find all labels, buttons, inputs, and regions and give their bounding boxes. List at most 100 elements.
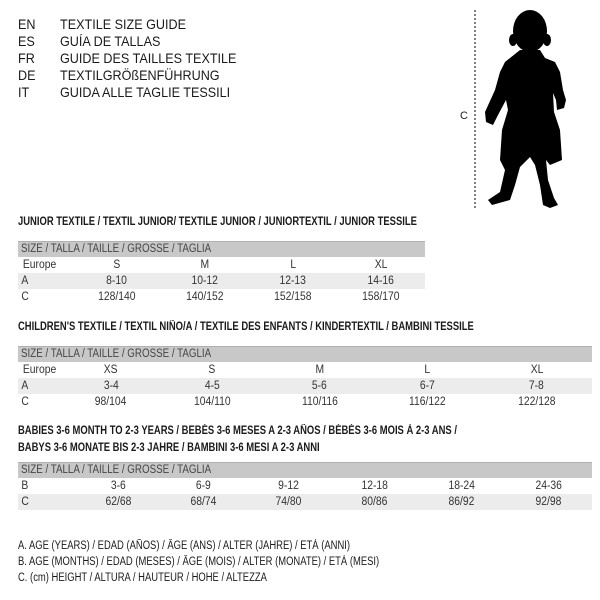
junior-size-table: SIZE / TALLA / TAILLE / GRÖSSE / TAGLIA …: [18, 241, 425, 305]
table-cell: 158/170: [337, 289, 425, 305]
lang-row: EN TEXTILE SIZE GUIDE: [18, 16, 256, 33]
cell-text: 3-6: [111, 479, 126, 492]
cell-text: 158/170: [362, 290, 400, 303]
table-cell: C: [18, 493, 76, 510]
table-cell: 14-16: [336, 272, 425, 289]
lang-code: ES: [18, 33, 35, 49]
cell-text: 68/74: [190, 495, 217, 508]
table-row: Europe S M L XL: [18, 257, 425, 273]
table-cell: 92/98: [505, 493, 592, 510]
cell-text: C: [21, 395, 29, 408]
table-cell: 5-6: [266, 377, 373, 394]
cell-text: Europe: [22, 363, 57, 376]
children-size-table: SIZE / TALLA / TAILLE / GRÖSSE / TAGLIA …: [18, 346, 592, 410]
table-cell: 110/116: [266, 394, 372, 410]
cell-text: XS: [103, 363, 118, 376]
cell-text: 12-13: [279, 274, 307, 287]
table-cell: S: [158, 362, 267, 378]
language-titles: EN TEXTILE SIZE GUIDE ES GUÍA DE TALLAS FR…: [18, 16, 256, 101]
cell-text: 128/140: [98, 290, 136, 303]
table-row: A 3-4 4-5 5-6 6-7 7-8: [18, 377, 592, 394]
table-cell: A: [18, 272, 73, 289]
cell-text: 122/128: [517, 395, 556, 408]
lang-code: DE: [18, 67, 36, 83]
cell-text: 24-36: [535, 479, 562, 492]
lang-code: FR: [18, 50, 35, 66]
table-cell: 104/110: [158, 394, 267, 410]
table-cell: 62/68: [76, 493, 162, 510]
legend: A. AGE (YEARS) / EDAD (AÑOS) / ÂGE (ANS)…: [18, 538, 458, 586]
legend-item: A. AGE (YEARS) / EDAD (AÑOS) / ÂGE (ANS)…: [18, 540, 351, 552]
table-cell: 80/86: [331, 493, 419, 510]
junior-title: JUNIOR TEXTILE / TEXTIL JUNIOR/ TEXTILE …: [18, 216, 417, 228]
lang-row: FR GUIDE DES TAILLES TEXTILE: [18, 50, 256, 67]
table-cell: 12-18: [331, 478, 418, 494]
legend-item: C. (cm) HEIGHT / ALTURA / HAUTEUR / HÖHE…: [18, 572, 267, 584]
table-row: C 62/68 68/74 74/80 80/86 86/92 92/98: [18, 493, 592, 510]
table-cell: 24-36: [505, 478, 592, 494]
size-header: SIZE / TALLA / TAILLE / GRÖSSE / TAGLIA: [18, 346, 592, 362]
table-row: C 128/140 140/152 152/158 158/170: [18, 289, 425, 305]
cell-text: C: [21, 290, 29, 303]
table-cell: 116/122: [373, 394, 482, 410]
table-cell: 6-9: [161, 478, 246, 494]
cell-text: SIZE / TALLA / TAILLE / GRÖSSE / TAGLIA: [21, 464, 212, 477]
table-cell: XS: [64, 362, 158, 378]
lang-title: TEXTILGRÖßENFÜHRUNG: [60, 67, 220, 83]
table-cell: 68/74: [161, 493, 247, 510]
table-cell: 122/128: [481, 394, 592, 410]
table-cell: 9-12: [246, 478, 331, 494]
table-cell: 8-10: [73, 272, 161, 289]
table-cell: B: [18, 478, 76, 494]
cell-text: 86/92: [448, 495, 475, 508]
table-cell: M: [161, 257, 249, 273]
cell-text: SIZE / TALLA / TAILLE / GRÖSSE / TAGLIA: [21, 243, 212, 256]
cell-text: S: [113, 258, 121, 271]
cell-text: 5-6: [311, 379, 327, 392]
cell-text: XL: [374, 258, 388, 271]
table-cell: 7-8: [481, 377, 592, 394]
table-cell: C: [18, 289, 73, 305]
lang-title: GUIDA ALLE TAGLIE TESSILI: [60, 84, 231, 100]
table-cell: 3-4: [64, 377, 158, 394]
table-cell: 12-13: [248, 272, 337, 289]
lang-title: TEXTILE SIZE GUIDE: [60, 16, 187, 32]
table-cell: XL: [337, 257, 425, 273]
cell-text: 104/110: [193, 395, 231, 408]
cell-text: 110/116: [301, 395, 338, 408]
cell-text: 14-16: [367, 274, 395, 287]
lang-row: ES GUÍA DE TALLAS: [18, 33, 256, 50]
babies-title-line2: BABYS 3-6 MONATE BIS 2-3 JAHRE / BAMBINI…: [18, 442, 320, 454]
cell-text: Europe: [22, 258, 57, 271]
cell-text: SIZE / TALLA / TAILLE / GRÖSSE / TAGLIA: [21, 348, 212, 361]
table-cell: 128/140: [73, 289, 161, 305]
table-cell: L: [249, 257, 337, 273]
table-cell: Europe: [18, 257, 73, 273]
cell-text: 3-4: [103, 379, 119, 392]
cell-text: 74/80: [275, 495, 302, 508]
table-row: B 3-6 6-9 9-12 12-18 18-24 24-36: [18, 478, 592, 494]
table-cell: A: [18, 377, 64, 394]
cell-text: B: [21, 479, 29, 492]
table-cell: 74/80: [246, 493, 332, 510]
table-row: C 98/104 104/110 110/116 116/122 122/128: [18, 394, 592, 410]
measure-label: C: [460, 110, 468, 122]
table-cell: XL: [481, 362, 592, 378]
cell-text: 4-5: [204, 379, 220, 392]
legend-item: B. AGE (MONTHS) / EDAD (MESES) / ÂGE (MO…: [18, 556, 380, 568]
lang-code: IT: [18, 84, 30, 100]
cell-text: 62/68: [105, 495, 132, 508]
child-silhouette-icon: C: [460, 10, 566, 208]
babies-title-line1: BABIES 3-6 MONTH TO 2-3 YEARS / BEBÉS 3-…: [18, 425, 457, 437]
cell-text: 6-9: [196, 479, 212, 492]
cell-text: L: [290, 258, 296, 271]
size-header: SIZE / TALLA / TAILLE / GRÖSSE / TAGLIA: [18, 241, 425, 257]
table-row: A 8-10 10-12 12-13 14-16: [18, 272, 425, 289]
table-cell: 18-24: [418, 478, 505, 494]
table-cell: C: [18, 394, 64, 410]
lang-title: GUIDE DES TAILLES TEXTILE: [60, 50, 237, 66]
table-cell: 3-6: [76, 478, 161, 494]
cell-text: 152/158: [274, 290, 312, 303]
table-cell: 98/104: [64, 394, 158, 410]
cell-text: L: [423, 363, 430, 376]
